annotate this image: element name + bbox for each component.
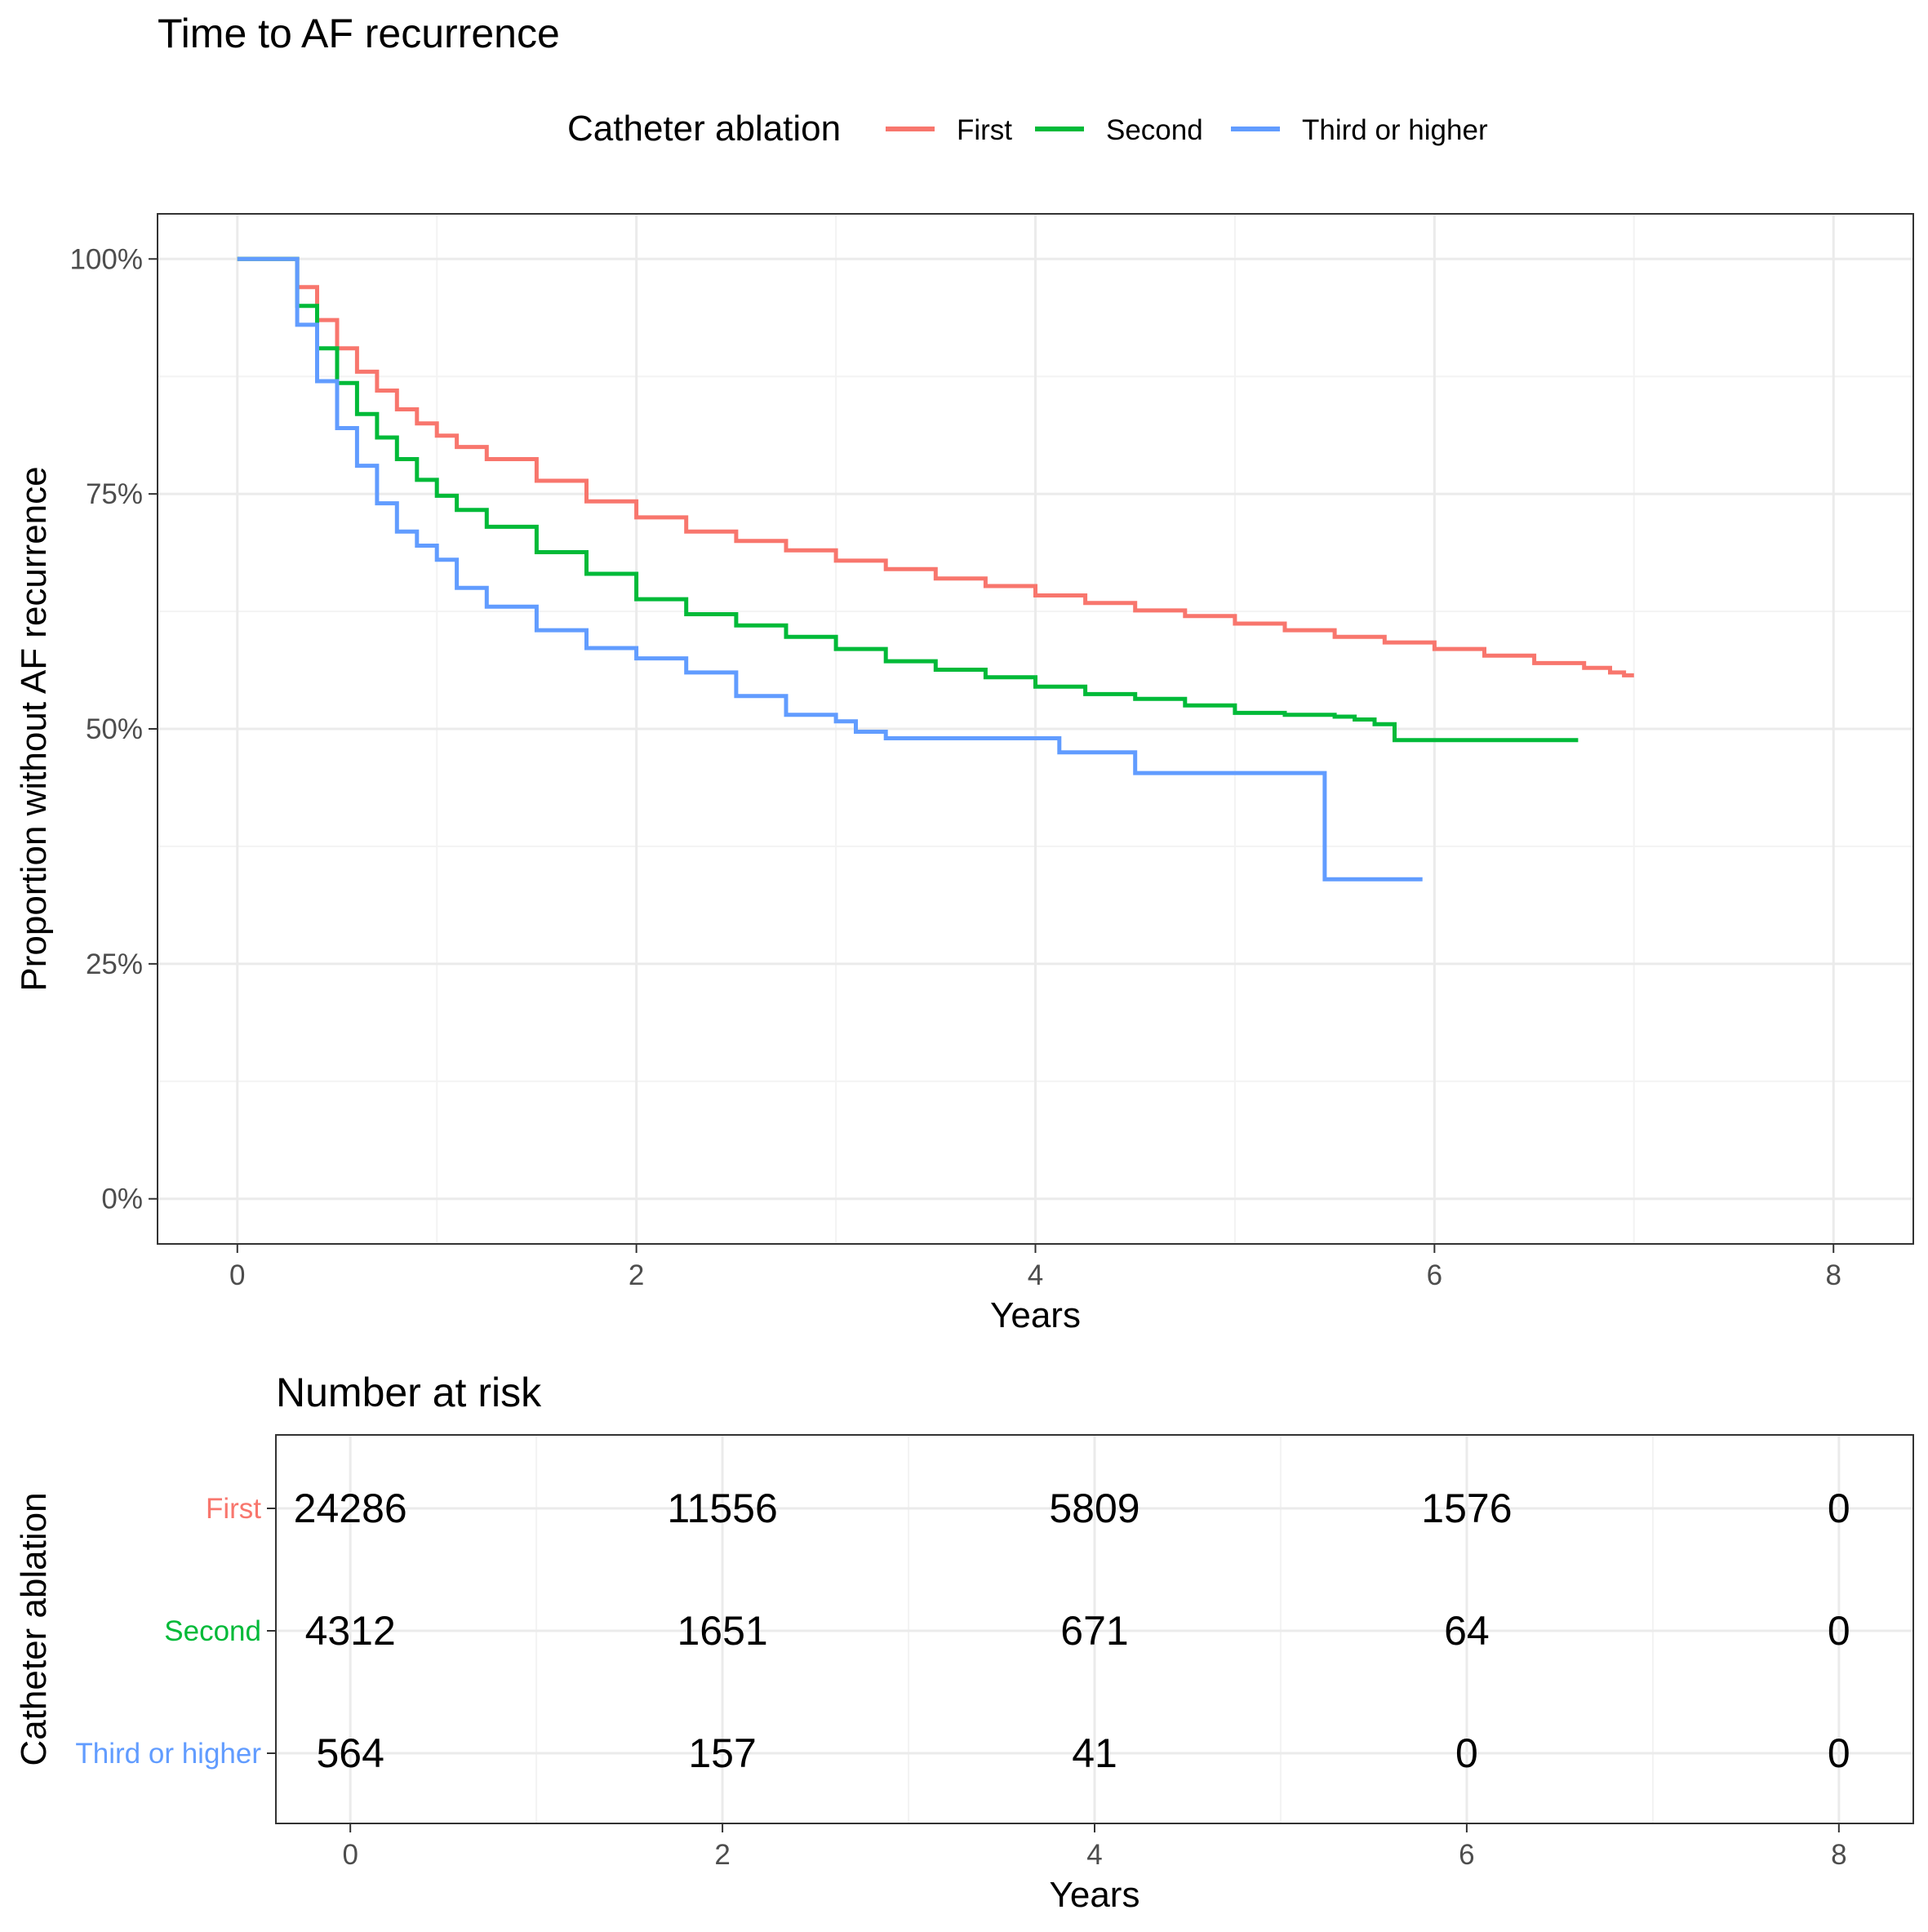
risk-count-second: 1651 bbox=[677, 1608, 767, 1654]
chart-title: Time to AF recurrence bbox=[158, 11, 560, 56]
risk-x-tick-label: 6 bbox=[1459, 1839, 1474, 1871]
risk-table-title: Number at risk bbox=[276, 1370, 542, 1415]
risk-x-axis-title: Years bbox=[1050, 1875, 1140, 1915]
risk-y-axis-title: Catheter ablation bbox=[14, 1492, 54, 1765]
legend-label-third-or-higher: Third or higher bbox=[1302, 114, 1488, 146]
legend-label-first: First bbox=[957, 114, 1012, 146]
legend-title: Catheter ablation bbox=[567, 109, 841, 149]
x-tick-label: 8 bbox=[1825, 1259, 1841, 1291]
y-tick-label: 50% bbox=[86, 713, 143, 745]
x-tick-label: 2 bbox=[629, 1259, 644, 1291]
survival-line-first bbox=[237, 256, 1634, 677]
x-tick-label: 0 bbox=[229, 1259, 245, 1291]
y-tick-label: 0% bbox=[101, 1184, 143, 1215]
risk-count-third-or-higher: 0 bbox=[1828, 1730, 1850, 1776]
risk-row-label-second: Second bbox=[164, 1615, 261, 1647]
y-tick-label: 100% bbox=[69, 243, 143, 275]
x-tick-label: 4 bbox=[1028, 1259, 1043, 1291]
risk-row-label-first: First bbox=[206, 1493, 261, 1525]
risk-count-second: 4312 bbox=[305, 1608, 396, 1654]
risk-x-tick-label: 0 bbox=[342, 1839, 358, 1871]
y-tick-label: 25% bbox=[86, 948, 143, 980]
risk-count-second: 671 bbox=[1060, 1608, 1128, 1654]
x-axis-title: Years bbox=[990, 1295, 1081, 1335]
legend: Catheter ablation First Second Third or hi… bbox=[567, 109, 1488, 149]
risk-x-tick-label: 2 bbox=[714, 1839, 730, 1871]
risk-count-second: 64 bbox=[1444, 1608, 1490, 1654]
legend-item-third-or-higher: Third or higher bbox=[1231, 114, 1488, 146]
risk-count-third-or-higher: 41 bbox=[1072, 1730, 1117, 1776]
legend-label-second: Second bbox=[1106, 114, 1203, 146]
survival-line-second bbox=[237, 256, 1579, 743]
risk-count-third-or-higher: 564 bbox=[316, 1730, 384, 1776]
y-axis-title: Proportion without AF recurrence bbox=[14, 466, 54, 991]
risk-count-third-or-higher: 0 bbox=[1455, 1730, 1478, 1776]
legend-item-first: First bbox=[886, 114, 1012, 146]
x-tick-label: 6 bbox=[1427, 1259, 1442, 1291]
survival-plot-panel: 0 2 4 6 8 0% 25% 50% 75% 100% bbox=[69, 213, 1914, 1291]
risk-count-first: 0 bbox=[1828, 1486, 1850, 1531]
risk-count-first: 1576 bbox=[1421, 1486, 1512, 1531]
risk-count-second: 0 bbox=[1828, 1608, 1850, 1654]
risk-count-first: 5809 bbox=[1049, 1486, 1139, 1531]
risk-count-first: 11556 bbox=[667, 1486, 777, 1531]
survival-line-third-or-higher bbox=[237, 256, 1423, 882]
legend-item-second: Second bbox=[1035, 114, 1203, 146]
risk-x-tick-label: 4 bbox=[1086, 1839, 1102, 1871]
risk-count-third-or-higher: 157 bbox=[688, 1730, 756, 1776]
y-tick-label: 75% bbox=[86, 478, 143, 510]
risk-x-tick-label: 8 bbox=[1831, 1839, 1846, 1871]
risk-row-label-third-or-higher: Third or higher bbox=[75, 1738, 261, 1770]
risk-count-first: 24286 bbox=[294, 1486, 407, 1531]
